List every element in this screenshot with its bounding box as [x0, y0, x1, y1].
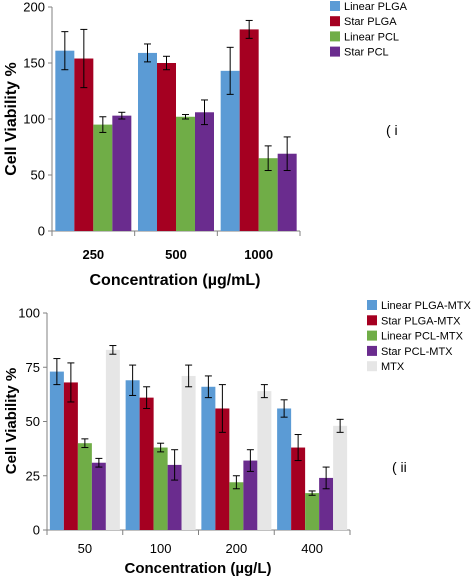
bar-linear-plga-mtx-200 — [201, 386, 216, 530]
legend: Linear PLGA-MTX Star PLGA-MTX Linear PCL-M… — [367, 300, 472, 373]
bar-mtx-400 — [333, 425, 348, 530]
y-tick-label: 100 — [18, 306, 40, 321]
legend-label: Star PCL — [344, 47, 389, 59]
legend-label: Linear PCL-MTX — [381, 331, 464, 343]
bar-star-pcl-1000 — [277, 153, 297, 231]
y-axis-title: Cell Viability % — [3, 368, 20, 474]
y-tick-label: 0 — [33, 523, 40, 538]
y-tick-label: 150 — [23, 56, 45, 71]
y-tick-label: 100 — [23, 112, 45, 127]
legend-label: Linear PLGA-MTX — [381, 300, 472, 312]
legend-label: Star PCL-MTX — [381, 346, 453, 358]
legend-swatch — [367, 361, 377, 372]
x-tick-label: 500 — [165, 247, 187, 262]
bar-linear-pcl-mtx-50 — [77, 443, 92, 530]
bar-star-pcl-500 — [195, 112, 214, 231]
chart-panel-1: 0 50 100 150 200 250 500 1000 Cell Viability % Co… — [3, 0, 408, 289]
bar-linear-pcl-1000 — [258, 158, 278, 231]
bar-linear-plga-1000 — [220, 70, 240, 231]
panel-label: ( ii — [392, 459, 407, 475]
bar-star-pcl-mtx-50 — [91, 462, 106, 530]
y-tick-label: 200 — [23, 0, 45, 15]
legend-swatch — [330, 46, 340, 57]
x-tick-label: 1000 — [244, 247, 273, 262]
bar-linear-pcl-mtx-400 — [305, 493, 320, 530]
legend: Linear PLGA Star PLGA Linear PCL Star PCL — [330, 1, 408, 59]
bar-linear-plga-500 — [138, 52, 157, 231]
bar-star-pcl-mtx-200 — [243, 460, 258, 530]
legend-swatch — [330, 1, 340, 11]
x-tick-label: 200 — [226, 541, 248, 556]
y-tick-label: 25 — [26, 468, 40, 483]
legend-swatch — [330, 16, 340, 27]
bar-star-plga-mtx-200 — [215, 408, 230, 530]
y-tick-label: 0 — [38, 224, 45, 239]
legend-label: Linear PCL — [344, 31, 399, 43]
legend-label: Star PLGA — [344, 16, 397, 28]
x-tick-label: 100 — [150, 541, 172, 556]
bar-mtx-100 — [181, 375, 196, 530]
x-axis-title: Concentration (µg/L) — [125, 560, 272, 577]
bar-star-pcl-mtx-100 — [167, 464, 182, 530]
legend-swatch — [367, 330, 377, 341]
bar-linear-pcl-250 — [93, 124, 113, 231]
bar-star-plga-250 — [74, 58, 94, 231]
bar-star-plga-500 — [157, 63, 176, 231]
legend-label: Star PLGA-MTX — [381, 315, 461, 327]
y-tick-label: 50 — [26, 414, 40, 429]
bar-linear-pcl-mtx-200 — [229, 482, 244, 530]
bar-linear-pcl-mtx-100 — [153, 447, 168, 530]
y-tick-label: 75 — [26, 360, 40, 375]
bar-linear-plga-250 — [55, 50, 75, 232]
bar-linear-plga-mtx-400 — [277, 408, 292, 530]
legend-swatch — [367, 315, 377, 326]
bar-linear-plga-mtx-50 — [49, 371, 64, 530]
x-axis-title: Concentration (µg/mL) — [90, 272, 261, 289]
bar-star-plga-1000 — [239, 29, 259, 232]
bar-star-plga-mtx-50 — [63, 382, 78, 530]
bar-star-pcl-250 — [112, 115, 132, 231]
bar-star-plga-mtx-400 — [291, 447, 306, 530]
x-tick-label: 400 — [301, 541, 323, 556]
panel-label: ( i — [386, 122, 398, 138]
bar-linear-pcl-500 — [176, 116, 195, 231]
bar-mtx-200 — [257, 391, 272, 530]
bar-linear-plga-mtx-100 — [125, 380, 140, 530]
bar-star-plga-mtx-100 — [139, 397, 154, 530]
chart-panel-2: 0 25 50 75 100 50 100 200 400 Cell Viability % Con… — [3, 300, 472, 577]
x-tick-label: 50 — [78, 541, 92, 556]
bar-star-pcl-mtx-400 — [319, 477, 334, 530]
legend-swatch — [330, 31, 340, 42]
legend-label: Linear PLGA — [344, 1, 408, 13]
legend-label: MTX — [381, 361, 405, 373]
x-tick-label: 250 — [82, 247, 104, 262]
legend-swatch — [367, 345, 377, 356]
y-axis-title: Cell Viability % — [3, 62, 20, 176]
legend-swatch — [367, 300, 377, 310]
y-tick-label: 50 — [31, 168, 45, 183]
bar-mtx-50 — [105, 349, 120, 530]
